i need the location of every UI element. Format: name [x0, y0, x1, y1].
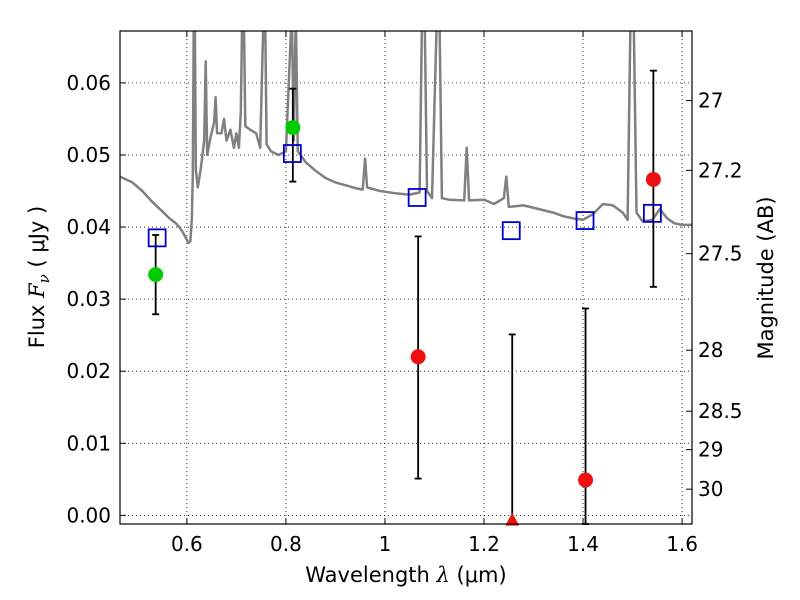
magnitude-axis-label: Magnitude (AB) — [754, 196, 778, 359]
data-point — [285, 120, 301, 136]
y-tick-label: 0.05 — [66, 143, 111, 167]
model-photometry-point — [575, 211, 595, 230]
x-tick-label: 0.8 — [270, 532, 302, 556]
model-photometry-point — [407, 188, 427, 207]
data-point — [148, 267, 164, 283]
y-tick-label: 0.01 — [66, 431, 111, 455]
magnitude-tick-label: 28.5 — [698, 399, 743, 423]
plot-frame — [119, 30, 693, 525]
magnitude-tick-label: 27 — [698, 89, 723, 113]
data-point — [410, 349, 426, 365]
y-tick-label: 0.02 — [66, 359, 111, 383]
magnitude-tick-label: 27.5 — [698, 242, 743, 266]
data-point — [645, 171, 661, 187]
x-tick-label: 0.6 — [171, 532, 203, 556]
y-tick-label: 0.04 — [66, 215, 111, 239]
model-photometry-point — [501, 221, 521, 241]
grid-lines — [120, 31, 692, 524]
y-tick-label: 0.03 — [66, 287, 111, 311]
y-tick-label: 0.00 — [66, 503, 111, 527]
magnitude-tick-label: 30 — [698, 477, 723, 501]
data-point — [578, 472, 594, 488]
x-axis-label: Wavelength λ (μm) — [305, 563, 506, 587]
magnitude-tick-label: 29 — [698, 438, 723, 462]
magnitude-tick-label: 28 — [698, 338, 723, 362]
x-tick-label: 1.4 — [567, 532, 599, 556]
upper-limit-point — [505, 512, 520, 526]
data-markers — [147, 120, 662, 526]
magnitude-tick-label: 27.2 — [698, 158, 743, 182]
model-spectrum — [120, 31, 692, 245]
model-photometry-point — [282, 144, 302, 163]
x-axis-ticks: 0.6 0.8 1 1.2 1.4 1.6 — [171, 31, 698, 556]
x-tick-label: 1.6 — [666, 532, 698, 556]
model-photometry-point — [642, 203, 662, 223]
spectrum-line — [120, 31, 692, 245]
y-tick-label: 0.06 — [66, 71, 111, 95]
y-axis-ticks: 0.00 0.01 0.02 0.03 0.04 0.05 0.06 — [66, 71, 126, 527]
y-axis-label: Flux Fν ( μJy ) — [25, 206, 53, 348]
x-tick-label: 1.2 — [468, 532, 500, 556]
magnitude-axis-ticks: 27 27.2 27.5 28 28.5 29 30 — [686, 89, 743, 501]
x-tick-label: 1 — [379, 532, 392, 556]
model-photometry-point — [147, 228, 167, 248]
